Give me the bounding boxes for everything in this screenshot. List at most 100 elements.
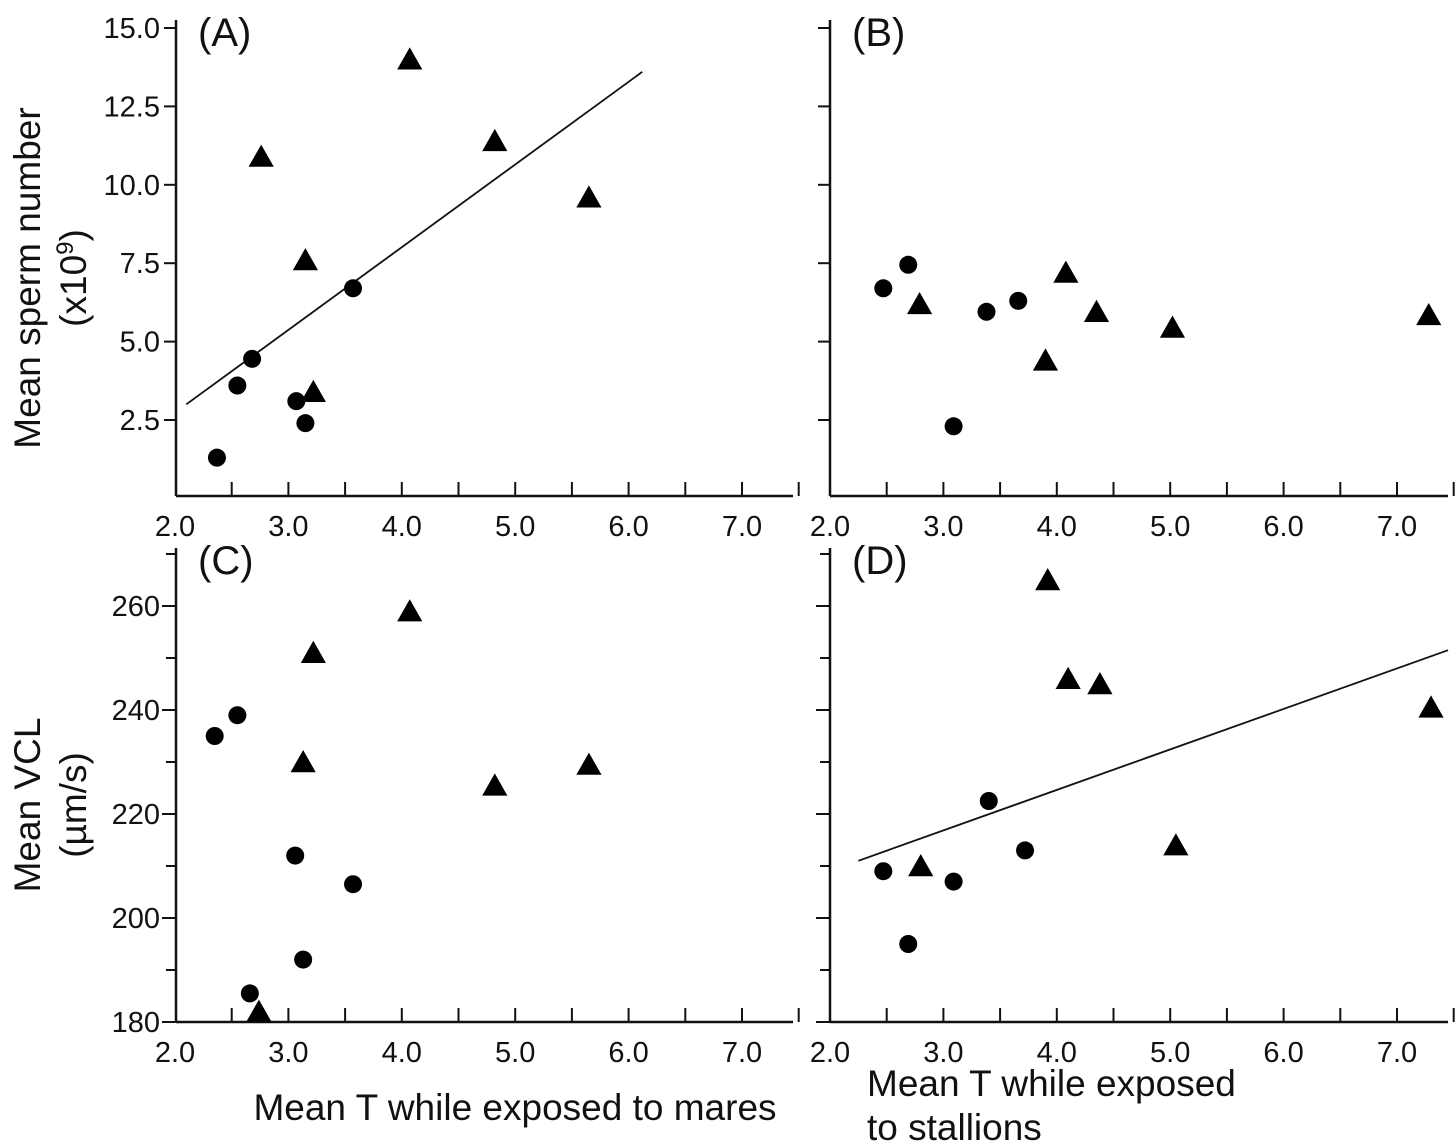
x-tick-label: 7.0 — [722, 511, 762, 543]
point-circle — [944, 872, 963, 891]
x-tick-label: 2.0 — [810, 1037, 850, 1069]
y-tick-label: 180 — [112, 1007, 160, 1039]
point-triangle — [1087, 672, 1113, 695]
x-tick-label: 5.0 — [495, 511, 535, 543]
x-tick-label: 3.0 — [923, 1037, 963, 1069]
point-triangle — [397, 599, 423, 622]
x-tick-label: 4.0 — [382, 1037, 422, 1069]
point-circle — [977, 302, 996, 321]
x-tick-label: 4.0 — [1037, 511, 1077, 543]
point-triangle — [1032, 348, 1059, 371]
point-triangle — [1163, 833, 1189, 856]
point-triangle — [908, 854, 934, 877]
y-axis-title-line2: (µm/s) — [53, 752, 94, 858]
point-circle — [228, 706, 247, 725]
y-axis-title-close: ) — [53, 229, 94, 241]
point-triangle — [246, 999, 272, 1022]
point-circle — [243, 349, 262, 368]
point-circle — [240, 984, 259, 1003]
point-circle — [294, 950, 313, 969]
x-tick-label: 2.0 — [155, 1037, 195, 1069]
y-axis-title-line2: (x109) — [52, 229, 94, 327]
x-axis-title: Mean T while exposed — [867, 1063, 1236, 1104]
x-tick-label: 6.0 — [608, 1037, 648, 1069]
point-circle — [1016, 841, 1035, 860]
point-triangle — [1418, 695, 1444, 718]
point-triangle — [300, 379, 326, 402]
point-triangle — [576, 752, 602, 775]
point-circle — [344, 875, 363, 894]
point-circle — [205, 727, 224, 745]
point-triangle — [248, 144, 274, 167]
y-tick-label: 200 — [112, 903, 160, 935]
point-circle — [899, 255, 918, 274]
x-tick-label: 5.0 — [1150, 1037, 1190, 1069]
x-tick-label: 4.0 — [1037, 1037, 1077, 1069]
point-circle — [874, 862, 893, 881]
x-tick-label: 5.0 — [1150, 511, 1190, 543]
point-triangle — [1159, 315, 1186, 338]
y-axis-title-superscript: 9 — [52, 241, 79, 254]
x-tick-label: 7.0 — [1377, 1037, 1417, 1069]
point-circle — [287, 392, 306, 411]
y-tick-label: 2.5 — [120, 405, 160, 437]
y-tick-label: 10.0 — [104, 170, 160, 202]
x-tick-label: 3.0 — [268, 1037, 308, 1069]
x-tick-label: 4.0 — [382, 511, 422, 543]
point-triangle — [1083, 299, 1110, 323]
x-tick-label: 2.0 — [155, 511, 195, 543]
panel-label: (A) — [198, 11, 251, 55]
point-circle — [228, 376, 247, 395]
fit-line — [185, 71, 643, 406]
point-triangle — [397, 47, 423, 70]
y-tick-label: 12.5 — [104, 91, 160, 123]
panel-c: 2.0 3.0 4.0 5.0 6.0 7.0 180 200 220 240 260 (C) Mean… — [7, 539, 800, 1069]
point-triangle — [1035, 568, 1061, 591]
point-triangle — [1053, 260, 1079, 283]
point-circle — [944, 417, 963, 436]
y-tick-label: 5.0 — [120, 327, 160, 359]
y-tick-label: 240 — [112, 695, 160, 727]
point-triangle — [292, 248, 319, 271]
point-triangle — [290, 750, 316, 773]
panel-label: (B) — [852, 11, 905, 55]
point-triangle — [300, 640, 326, 663]
fit-line — [858, 649, 1449, 862]
point-circle — [979, 792, 998, 810]
y-axis-title: Mean VCL — [7, 718, 48, 893]
point-triangle — [1055, 666, 1081, 689]
panel-label: (D) — [852, 539, 908, 583]
y-axis-title: Mean sperm number — [7, 107, 48, 448]
x-tick-label: 6.0 — [608, 511, 648, 543]
point-triangle — [1416, 302, 1442, 326]
x-tick-label: 6.0 — [1263, 1037, 1303, 1069]
y-tick-label: 260 — [112, 591, 160, 623]
point-circle — [344, 279, 363, 298]
point-circle — [207, 448, 226, 467]
point-circle — [296, 414, 315, 433]
point-triangle — [906, 291, 933, 315]
point-triangle — [482, 128, 508, 152]
point-circle — [874, 279, 893, 298]
panel-label: (C) — [198, 539, 254, 583]
y-tick-label: 220 — [112, 799, 160, 831]
point-circle — [286, 846, 305, 865]
x-tick-label: 3.0 — [268, 511, 308, 543]
panel-d: 2.0 3.0 4.0 5.0 6.0 7.0 (D) — [810, 539, 1455, 1069]
panel-b: 2.0 3.0 4.0 5.0 6.0 7.0 (B) Mean T while expose… — [810, 11, 1455, 1147]
x-axis-title: Mean T while exposed to mares — [253, 1087, 776, 1128]
y-tick-label: 15.0 — [104, 13, 160, 45]
y-axis-title-unit: (x10 — [53, 255, 94, 327]
x-tick-label: 7.0 — [1377, 511, 1417, 543]
x-tick-label: 2.0 — [810, 511, 850, 543]
x-tick-label: 3.0 — [923, 511, 963, 543]
point-triangle — [482, 773, 508, 796]
x-axis-title-line2: to stallions — [867, 1107, 1042, 1147]
x-tick-label: 6.0 — [1263, 511, 1303, 543]
point-circle — [899, 935, 918, 953]
point-triangle — [576, 185, 602, 208]
point-circle — [1009, 291, 1028, 310]
x-tick-label: 7.0 — [722, 1037, 762, 1069]
panel-a: 2.0 3.0 4.0 5.0 6.0 7.0 2.5 5.0 7.5 10.0 12.5 15.0 (… — [7, 11, 800, 1128]
